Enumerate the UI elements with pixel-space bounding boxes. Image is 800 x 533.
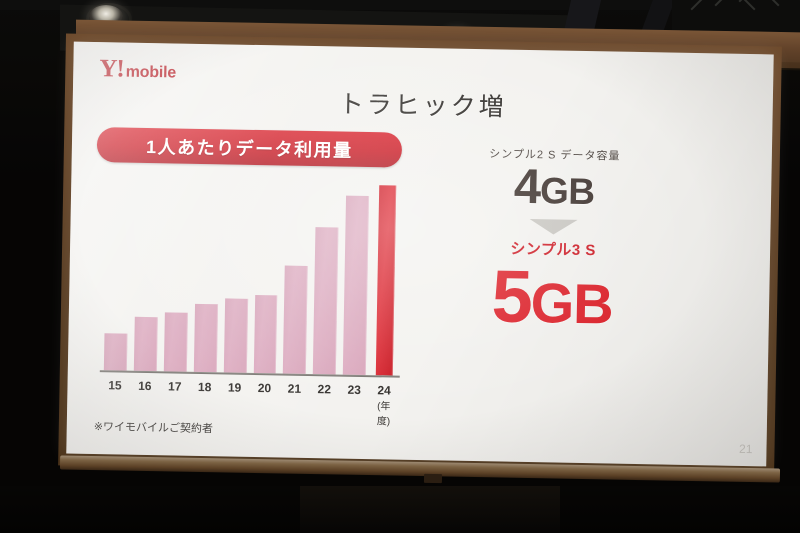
x-tick-20: 20 [257,381,272,396]
chart-bar-item [223,182,249,373]
slide-title: トラヒック増 [338,90,507,122]
bar-22 [313,226,339,375]
chart-bars [103,180,399,376]
bar-21 [283,265,309,374]
new-plan-caption: シンプル3 S [510,240,597,259]
current-plan-capacity-number: 4 [513,159,541,215]
chart-bar-item [133,181,160,372]
x-tick-23: 23 [347,382,362,397]
chart-bar-item [163,181,190,372]
current-plan-capacity-unit: GB [539,170,595,213]
x-tick-24-value: 24 [377,383,391,398]
bar-16 [133,316,158,372]
x-axis-unit-label: (年度) [376,401,391,428]
chart-bar-item [253,183,279,374]
bar-20 [253,295,278,374]
new-plan-capacity: 5GB [437,254,668,338]
bar-24-highlight [376,185,397,376]
new-plan-capacity-unit: GB [530,270,614,336]
bar-18 [193,303,218,373]
section-banner-label: 1人あたりデータ利用量 [145,136,353,161]
plan-comparison-panel: シンプル2 S データ容量 4GB シンプル3 S 5GB [437,144,670,338]
x-tick-17: 17 [167,379,182,394]
x-tick-22: 22 [317,382,332,397]
new-plan-capacity-number: 5 [490,253,532,338]
bar-17 [163,312,188,372]
room-back-wall-glow [300,486,560,533]
chart-bar-item [193,182,220,373]
x-tick-18: 18 [197,379,212,395]
chart-bar-item [313,184,339,375]
chart-bar-item [373,185,399,376]
current-plan-caption: シンプル2 S データ容量 [489,148,621,163]
chart-bar-item [103,180,130,371]
chart-bar-item [343,185,370,376]
slide-page-number: 21 [738,441,753,457]
slide-footnote: ※ワイモバイルご契約者 [93,421,214,436]
presentation-slide: Y! mobile トラヒック増 1人あたりデータ利用量 [66,41,774,467]
x-tick-19: 19 [227,380,242,395]
screen-pull-handle [423,473,443,484]
ceiling-beam-top [0,0,800,10]
x-tick-15: 15 [108,378,122,393]
x-tick-21: 21 [287,381,302,396]
bar-23 [343,196,370,376]
current-plan-capacity: 4GB [439,159,670,215]
x-tick-16: 16 [138,378,152,394]
traffic-bar-chart: 15 16 17 18 19 20 21 22 23 24 (年度) [89,172,413,427]
ymobile-logo-mark: Y! [99,55,124,83]
chart-x-axis-labels: 15 16 17 18 19 20 21 22 23 24 (年度) [103,378,396,427]
bar-19 [223,298,248,373]
ymobile-logo-word: mobile [125,63,177,82]
section-banner: 1人あたりデータ利用量 [96,127,403,168]
down-triangle-icon [529,218,578,235]
x-tick-24: 24 (年度) [373,383,396,427]
bar-15 [103,333,128,371]
ymobile-logo: Y! mobile [99,55,177,83]
chart-bar-item [283,184,309,374]
